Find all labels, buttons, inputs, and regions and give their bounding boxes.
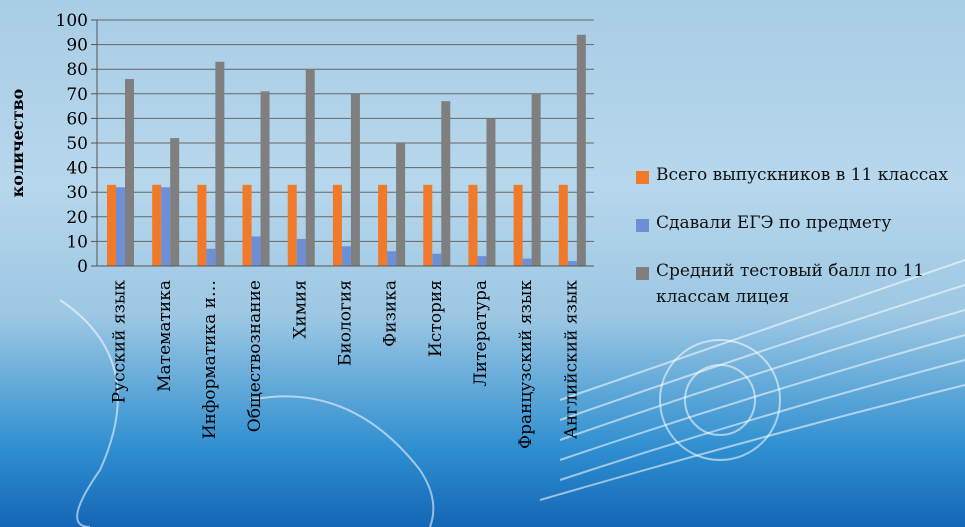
- y-tick-label: 80: [66, 60, 88, 80]
- bar-avg-score: [531, 93, 541, 266]
- y-tick-label: 0: [77, 257, 88, 277]
- bar-took-exam: [567, 261, 577, 266]
- y-axis-ticks: 0 10 20 30 40 50 60 70 80 90 100: [56, 11, 97, 277]
- y-tick-label: 100: [56, 11, 88, 31]
- y-tick-label: 70: [66, 85, 88, 105]
- bar-avg-score: [305, 69, 315, 266]
- y-tick-label: 50: [66, 134, 88, 154]
- bar-avg-score: [260, 91, 270, 266]
- bar-total: [378, 184, 388, 266]
- legend-item-avg-score: Средний тестовый балл по 11 классам лице…: [636, 258, 965, 310]
- bar-avg-score: [170, 138, 180, 266]
- x-category-label: Английский язык: [561, 280, 581, 439]
- x-category-label: Информатика и…: [200, 280, 220, 439]
- x-category-label: Русский язык: [110, 280, 130, 404]
- x-category-label: Литература: [471, 280, 491, 386]
- x-category-label: Математика: [155, 280, 175, 392]
- bar-total: [468, 184, 478, 266]
- legend-swatch-avg-score: [636, 267, 649, 280]
- bar-avg-score: [441, 101, 451, 267]
- bar-total: [287, 184, 297, 266]
- bar-took-exam: [206, 248, 216, 266]
- bar-total: [513, 184, 523, 266]
- y-axis-label: количество: [8, 88, 27, 197]
- x-category-label: Биология: [336, 280, 356, 366]
- x-category-label: Обществознание: [245, 280, 265, 432]
- x-category-label: Химия: [290, 280, 310, 339]
- bar-took-exam: [387, 251, 397, 266]
- bars: [107, 34, 586, 267]
- bar-total: [242, 184, 252, 266]
- y-tick-label: 90: [66, 36, 88, 56]
- bar-took-exam: [341, 246, 351, 266]
- legend-item-total: Всего выпускников в 11 классах: [636, 162, 965, 188]
- bar-took-exam: [296, 238, 306, 266]
- x-category-label: Физика: [381, 280, 401, 347]
- bar-took-exam: [477, 256, 487, 266]
- legend-swatch-total: [636, 171, 649, 184]
- legend-label-avg-score: Средний тестовый балл по 11 классам лице…: [656, 261, 925, 307]
- legend: Всего выпускников в 11 классах Сдавали Е…: [636, 162, 965, 332]
- bar-avg-score: [125, 79, 134, 266]
- bar-total: [332, 184, 342, 266]
- y-tick-label: 30: [66, 183, 88, 203]
- bar-total: [558, 184, 568, 266]
- bar-avg-score: [396, 143, 406, 266]
- bar-total: [152, 184, 162, 266]
- bar-total: [107, 184, 116, 266]
- y-tick-label: 40: [66, 159, 88, 179]
- bar-took-exam: [432, 253, 442, 266]
- bar-total: [423, 184, 433, 266]
- bar-took-exam: [522, 258, 532, 266]
- bar-took-exam: [116, 187, 125, 266]
- bar-took-exam: [251, 236, 261, 266]
- legend-item-took-exam: Сдавали ЕГЭ по предмету: [636, 210, 965, 236]
- legend-label-took-exam: Сдавали ЕГЭ по предмету: [656, 213, 892, 233]
- x-category-label: История: [426, 280, 446, 357]
- legend-swatch-took-exam: [636, 219, 649, 232]
- bar-avg-score: [486, 118, 496, 267]
- x-axis-categories: Русский язык Математика Информатика и… Обще…: [110, 280, 582, 449]
- x-category-label: Французский язык: [516, 280, 536, 449]
- bar-avg-score: [576, 34, 586, 267]
- bar-avg-score: [215, 61, 225, 266]
- y-tick-label: 60: [66, 109, 88, 129]
- bar-total: [197, 184, 207, 266]
- legend-label-total: Всего выпускников в 11 классах: [656, 165, 949, 185]
- y-tick-label: 20: [66, 208, 88, 228]
- y-tick-label: 10: [66, 232, 88, 252]
- bar-took-exam: [161, 187, 171, 266]
- bar-avg-score: [350, 93, 360, 266]
